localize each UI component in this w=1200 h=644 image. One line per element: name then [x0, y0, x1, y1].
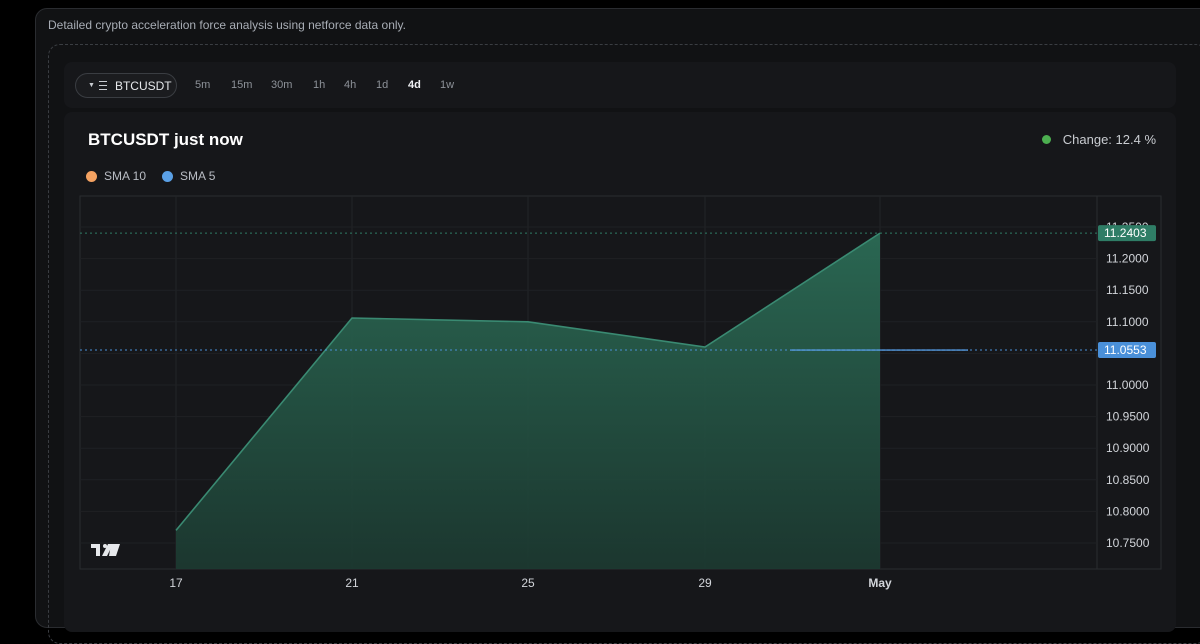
legend-label-sma5: SMA 5	[180, 169, 216, 183]
status-dot-icon	[1041, 135, 1051, 144]
page-subtitle: Detailed crypto acceleration force analy…	[48, 18, 406, 32]
caret-down-icon: ▼	[88, 82, 95, 89]
x-tick-label: 29	[698, 576, 712, 590]
legend-swatch-sma10	[86, 170, 97, 182]
x-tick-label: May	[868, 576, 892, 590]
y-tick-label: 11.1500	[1106, 283, 1149, 297]
sma-price-tag-label: 11.0553	[1104, 343, 1147, 357]
y-tick-label: 11.1000	[1106, 315, 1149, 329]
symbol-selector-button[interactable]: ▼ BTCUSDT	[75, 73, 177, 98]
y-tick-label: 10.8000	[1106, 504, 1150, 518]
price-chart[interactable]: 11.250011.200011.150011.100011.050011.00…	[0, 0, 1200, 608]
y-tick-label: 11.0000	[1106, 378, 1149, 392]
list-icon	[98, 81, 107, 90]
tradingview-logo-icon	[91, 544, 120, 556]
price-line	[175, 232, 881, 531]
chart-legend: SMA 10 SMA 5	[86, 169, 215, 183]
y-tick-label: 10.9500	[1106, 410, 1150, 424]
y-tick-label: 10.7500	[1106, 536, 1150, 550]
last-price-tag-label: 11.2403	[1104, 226, 1147, 240]
timeframe-30m[interactable]: 30m	[271, 79, 293, 91]
change-label: Change: 12.4 %	[1062, 132, 1156, 147]
y-tick-label: 11.2000	[1106, 252, 1149, 266]
timeframe-1w[interactable]: 1w	[440, 79, 455, 91]
timeframe-5m[interactable]: 5m	[195, 79, 211, 91]
legend-label-sma10: SMA 10	[104, 169, 147, 183]
x-tick-label: 25	[521, 576, 535, 590]
legend-item-sma5[interactable]: SMA 5	[162, 169, 215, 183]
timeframe-4d[interactable]: 4d	[408, 79, 421, 91]
last-price-tag	[1098, 225, 1156, 242]
x-tick-label: 17	[169, 576, 183, 590]
change-indicator: Change: 12.4 %	[1041, 132, 1156, 147]
legend-swatch-sma5	[162, 170, 174, 182]
sma-price-tag	[1098, 342, 1156, 359]
area-fill	[176, 233, 880, 569]
timeframe-4h[interactable]: 4h	[344, 79, 357, 91]
chart-toolbar	[64, 62, 1176, 108]
timeframe-15m[interactable]: 15m	[231, 79, 253, 91]
symbol-label: BTCUSDT	[114, 78, 172, 93]
y-tick-label: 10.8500	[1106, 473, 1150, 487]
timeframe-1d[interactable]: 1d	[376, 79, 389, 91]
y-tick-label: 10.9000	[1106, 441, 1150, 455]
chart-title: BTCUSDT just now	[88, 130, 243, 149]
legend-item-sma10[interactable]: SMA 10	[86, 169, 146, 183]
timeframe-1h[interactable]: 1h	[313, 79, 326, 91]
x-tick-label: 21	[345, 576, 359, 590]
